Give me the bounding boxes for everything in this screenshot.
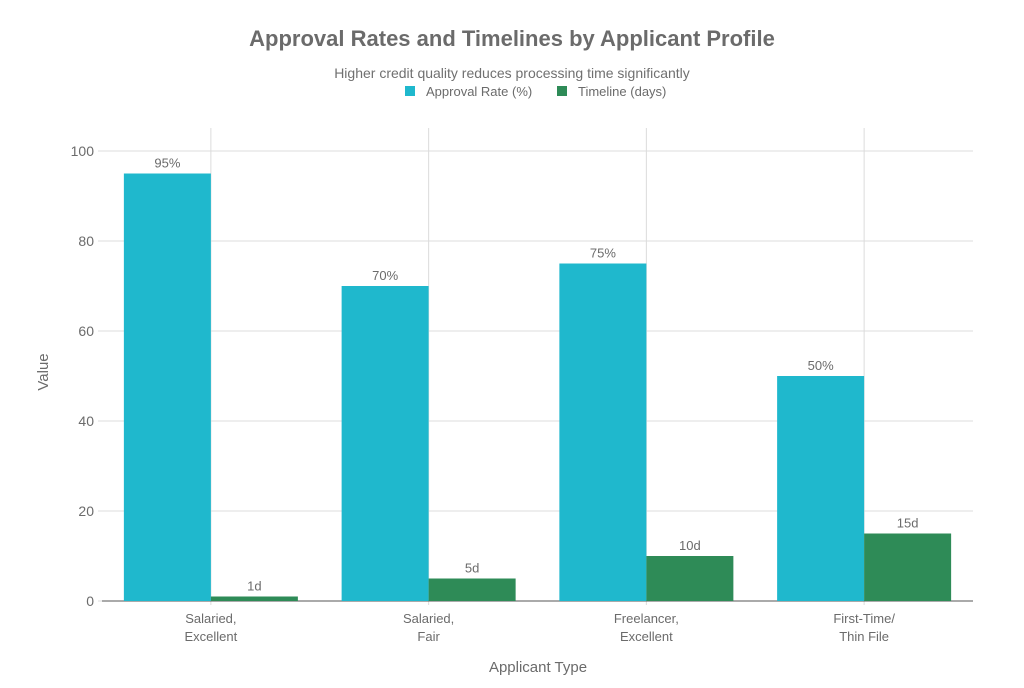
bar-timeline [646,556,734,601]
bar-approval-rate [559,263,647,601]
x-tick-label: First-Time/Thin File [833,611,895,644]
chart-subtitle: Higher credit quality reduces processing… [334,65,690,81]
legend-swatch [557,86,567,96]
y-axis-label: Value [35,353,52,390]
legend-label: Timeline (days) [578,84,666,99]
legend-swatch [405,86,415,96]
bar-approval-rate [777,376,865,601]
y-tick-label: 60 [78,323,94,339]
y-tick-label: 0 [86,593,94,609]
bar-timeline [428,578,516,601]
bar-approval-rate [123,173,211,601]
legend-label: Approval Rate (%) [426,84,532,99]
data-label: 50% [808,358,834,373]
y-tick-label: 20 [78,503,94,519]
data-label: 1d [247,579,261,594]
bar-approval-rate [341,286,429,601]
data-label: 75% [590,246,616,261]
chart-title: Approval Rates and Timelines by Applican… [249,26,775,51]
x-tick-label: Freelancer, Excellent [614,611,679,644]
x-tick-labels: Salaried, Excellent Salaried, Fair Freelance… [185,611,896,644]
bars: 95% 1d 70% 5d 75% 10d 50% 15d [123,156,952,601]
x-axis-label: Applicant Type [489,659,587,676]
data-label: 70% [372,268,398,283]
data-label: 95% [154,156,180,171]
y-tick-label: 100 [71,143,95,159]
x-tick-label: Salaried, Fair [403,611,454,644]
bar-timeline [210,596,298,601]
data-label: 10d [679,538,701,553]
y-tick-label: 40 [78,413,94,429]
x-tick-label: Salaried, Excellent [185,611,238,644]
bar-timeline [864,533,952,601]
y-tick-label: 80 [78,233,94,249]
data-label: 15d [897,516,919,531]
data-label: 5d [465,561,479,576]
legend: Approval Rate (%) Timeline (days) [405,84,666,99]
